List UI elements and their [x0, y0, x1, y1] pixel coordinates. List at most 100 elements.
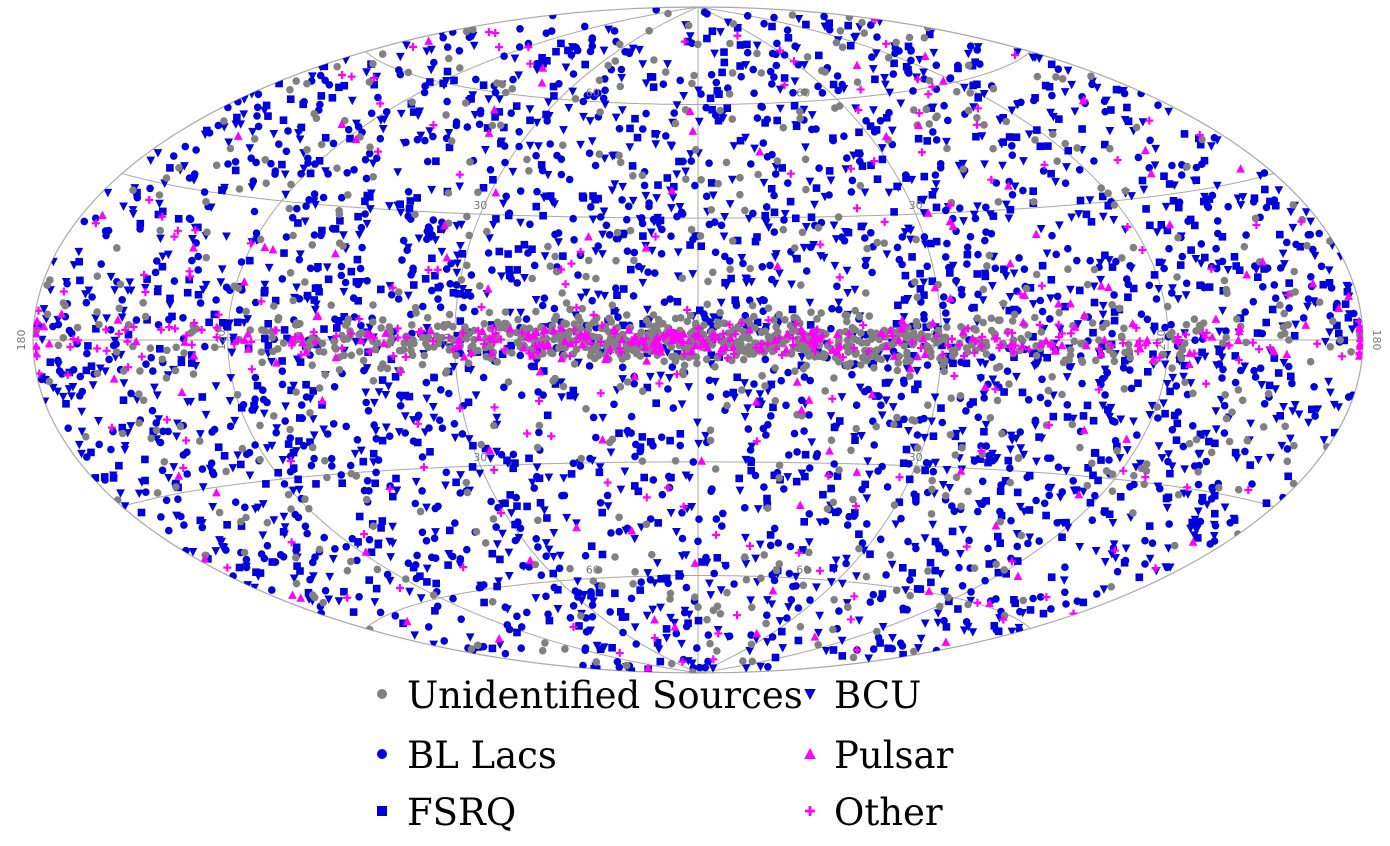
- source-point: [671, 119, 680, 128]
- source-point: [423, 157, 432, 166]
- source-point: [224, 138, 234, 147]
- source-point: [616, 158, 625, 167]
- source-point: [681, 471, 691, 480]
- source-point: [648, 73, 657, 81]
- source-point: [251, 298, 260, 307]
- source-point: [381, 390, 391, 400]
- source-point: [422, 324, 432, 333]
- source-point: [287, 180, 295, 189]
- source-point: [761, 355, 770, 364]
- source-point: [920, 433, 929, 443]
- source-point: [201, 342, 209, 351]
- source-point: [723, 588, 731, 597]
- source-point: [644, 268, 652, 277]
- source-point: [982, 203, 990, 212]
- source-point: [347, 351, 356, 360]
- source-point: [1164, 544, 1173, 553]
- source-point: [763, 494, 771, 503]
- source-point: [995, 362, 1004, 371]
- source-point: [694, 439, 704, 449]
- source-point: [931, 566, 940, 575]
- source-point: [315, 288, 323, 296]
- source-point: [1110, 291, 1118, 299]
- source-point: [624, 202, 633, 211]
- source-point: [106, 326, 115, 334]
- source-point: [940, 293, 948, 301]
- source-point: [544, 242, 552, 251]
- source-point: [1287, 372, 1295, 381]
- source-point: [172, 432, 181, 441]
- source-point: [1077, 340, 1085, 348]
- source-point: [369, 522, 378, 530]
- source-point: [744, 214, 754, 224]
- source-point: [1019, 596, 1028, 605]
- source-point: [1284, 362, 1293, 371]
- source-point: [790, 429, 799, 438]
- source-point: [1254, 455, 1263, 465]
- source-point: [420, 88, 429, 97]
- source-point: [231, 158, 240, 166]
- source-point: [1122, 446, 1132, 455]
- source-point: [943, 144, 951, 153]
- source-point: [868, 65, 878, 74]
- source-point: [1070, 107, 1080, 116]
- source-point: [339, 231, 348, 240]
- source-point: [619, 321, 627, 330]
- source-point: [731, 296, 739, 304]
- source-point: [785, 569, 794, 578]
- source-point: [154, 210, 163, 219]
- source-point: [305, 504, 313, 513]
- source-point: [696, 306, 704, 315]
- source-point: [697, 176, 705, 184]
- source-point: [450, 76, 458, 85]
- source-point: [1017, 531, 1026, 540]
- source-point: [263, 518, 272, 527]
- source-point: [935, 569, 945, 579]
- source-point: [906, 226, 916, 235]
- source-point: [657, 433, 666, 442]
- source-point: [979, 390, 989, 399]
- source-point: [693, 418, 702, 427]
- source-point: [88, 381, 98, 390]
- source-point: [899, 605, 908, 614]
- source-point: [1167, 462, 1177, 471]
- source-point: [991, 264, 1000, 273]
- source-point: [1200, 197, 1208, 206]
- source-point: [899, 376, 908, 385]
- source-point: [676, 430, 685, 438]
- source-point: [714, 179, 722, 188]
- source-point: [559, 474, 569, 483]
- source-point: [656, 603, 665, 612]
- source-point: [547, 27, 556, 35]
- source-point: [395, 52, 405, 62]
- source-point: [428, 402, 438, 412]
- source-point: [561, 63, 571, 72]
- source-point: [1029, 349, 1037, 358]
- source-point: [583, 91, 592, 100]
- source-point: [770, 524, 779, 533]
- source-point: [1274, 186, 1284, 195]
- source-point: [570, 360, 579, 368]
- source-point: [750, 312, 758, 321]
- source-point: [968, 61, 977, 70]
- source-point: [132, 316, 141, 324]
- source-point: [1190, 462, 1199, 470]
- source-point: [357, 321, 365, 330]
- source-point: [503, 605, 512, 614]
- source-point: [631, 568, 639, 576]
- source-point: [793, 448, 801, 456]
- source-point: [906, 372, 914, 380]
- source-point: [706, 94, 715, 103]
- source-point: [618, 613, 627, 621]
- source-point: [353, 436, 362, 444]
- source-point: [957, 286, 966, 296]
- source-point: [1118, 87, 1128, 96]
- source-point: [638, 60, 648, 69]
- source-point: [1120, 385, 1129, 393]
- source-point: [501, 308, 510, 316]
- source-point: [736, 190, 744, 199]
- source-point: [346, 461, 355, 470]
- source-point: [671, 457, 680, 465]
- source-point: [388, 522, 397, 532]
- source-point: [786, 542, 795, 551]
